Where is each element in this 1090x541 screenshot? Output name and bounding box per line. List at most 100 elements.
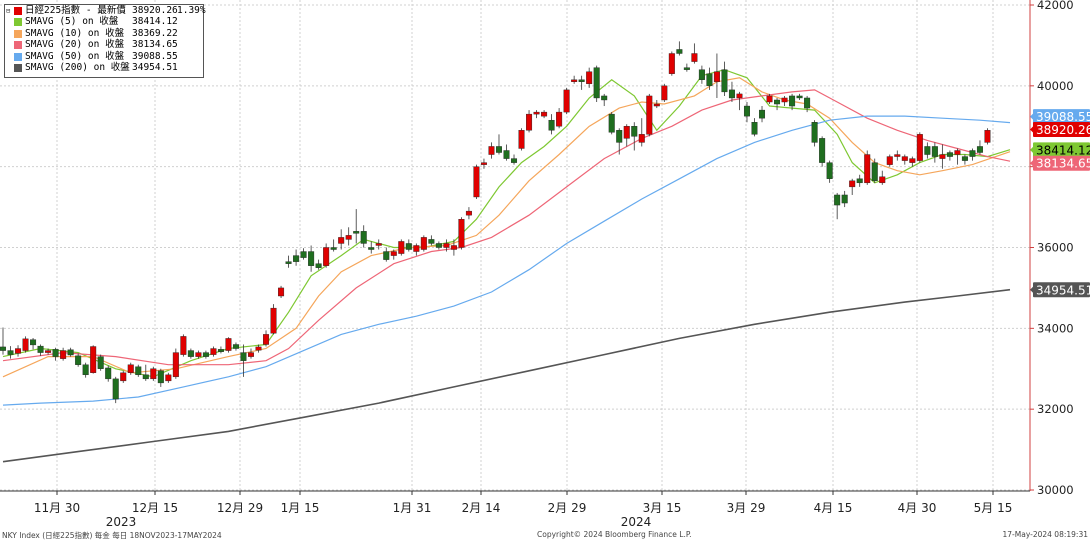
candle-body — [120, 372, 127, 382]
legend-collapse-icon[interactable]: ⊟ — [6, 7, 11, 15]
legend-entry-value: 38134.65 — [132, 39, 178, 51]
candle-body — [112, 378, 119, 400]
candle-body — [127, 364, 134, 373]
candle-body — [375, 243, 382, 246]
candle-body — [713, 71, 720, 82]
candle-body — [187, 350, 194, 357]
candle-body — [826, 162, 833, 179]
candle-body — [721, 69, 728, 93]
candle-body — [435, 243, 442, 248]
candle-body — [293, 255, 300, 262]
candle-body — [323, 247, 330, 266]
candle-body — [819, 138, 826, 163]
candle-body — [278, 287, 285, 297]
candle-body — [90, 346, 97, 373]
candle-body — [541, 111, 548, 117]
x-tick-label: 5月 15 — [974, 501, 1013, 515]
candle-body — [698, 69, 705, 80]
candle-body — [804, 97, 811, 109]
candle-body — [526, 113, 533, 131]
legend-entry-name: SMAVG (20) on 收盤 — [25, 39, 125, 51]
candle-body — [939, 154, 946, 159]
candle-body — [7, 350, 14, 355]
candle-body — [834, 194, 841, 206]
candle-body — [368, 247, 375, 250]
candle-body — [759, 109, 766, 119]
candle-body — [976, 146, 983, 153]
legend-entry-value: 34954.51 — [132, 61, 178, 73]
x-tick-label: 1月 15 — [281, 501, 320, 515]
legend-swatch — [14, 41, 22, 50]
last-value-label: 34954.51 — [1036, 283, 1090, 297]
legend-entry: 日經225指數 - 最新價 38920.26 1.39% — [5, 5, 206, 16]
legend-entry: SMAVG (200) on 收盤 34954.51 — [5, 62, 203, 73]
axes — [0, 0, 1034, 495]
last-value-label-box — [1033, 142, 1090, 158]
candle-body — [631, 126, 638, 137]
year-label: 2023 — [106, 515, 137, 529]
candle-body — [52, 349, 59, 357]
candle-body — [811, 122, 818, 143]
candle-body — [240, 352, 247, 361]
candle-body — [308, 251, 315, 266]
candle-body — [60, 350, 67, 359]
candle-body — [871, 162, 878, 182]
candle-body — [849, 180, 856, 188]
legend-entry: SMAVG (50) on 收盤 39088.55 — [5, 51, 203, 62]
last-value-label-box — [1033, 282, 1090, 298]
legend-entry-value: 38369.22 — [132, 27, 178, 39]
last-value-label-pointer — [1030, 145, 1034, 154]
candle-body — [338, 237, 345, 244]
candle-body — [413, 245, 420, 252]
candle-body — [961, 156, 968, 161]
candle-body — [465, 210, 472, 216]
candle-body — [691, 53, 698, 62]
series-line-ma20 — [2, 89, 1011, 366]
candle-body — [931, 146, 938, 157]
candle-body — [796, 95, 803, 99]
candle-body — [909, 158, 916, 163]
candle-body — [165, 374, 172, 382]
last-value-label: 39088.55 — [1036, 110, 1090, 124]
candle-body — [864, 154, 871, 184]
candle-body — [135, 366, 142, 376]
candle-body — [623, 126, 630, 139]
candle-body — [924, 146, 931, 155]
candle-body — [0, 346, 6, 351]
candle-body — [608, 113, 615, 133]
candle-body — [856, 178, 863, 184]
candle-body — [571, 79, 578, 82]
last-value-label-pointer — [1030, 159, 1034, 168]
candlesticks — [0, 41, 991, 404]
last-value-label-box — [1033, 121, 1090, 137]
legend-entry: SMAVG (10) on 收盤 38369.22 — [5, 28, 203, 39]
last-value-label-box — [1033, 155, 1090, 171]
candle-body — [97, 356, 104, 369]
candle-body — [616, 130, 623, 143]
candle-body — [766, 95, 773, 103]
candle-body — [488, 146, 495, 155]
candle-body — [751, 122, 758, 135]
legend-entry-name: SMAVG (50) on 收盤 — [25, 50, 125, 62]
candle-body — [894, 154, 901, 157]
legend-swatch — [14, 7, 22, 15]
x-tick-label: 4月 15 — [814, 501, 853, 515]
candle-body — [390, 251, 397, 256]
legend-entry-value: 38414.12 — [132, 16, 178, 28]
candle-body — [916, 134, 923, 161]
footer-timestamp: 17-May-2024 08:19:31 — [1002, 530, 1089, 539]
candle-body — [398, 241, 405, 254]
candle-body — [300, 251, 307, 258]
candle-body — [879, 176, 886, 184]
series-line-ma50 — [2, 115, 1011, 406]
candle-body — [473, 166, 480, 198]
candle-body — [150, 368, 157, 380]
x-tick-label: 12月 15 — [132, 501, 178, 515]
candle-body — [458, 219, 465, 248]
candle-body — [946, 152, 953, 157]
legend-entry-name: SMAVG (200) on 收盤 — [25, 61, 130, 73]
last-value-label: 38920.26 — [1036, 123, 1090, 137]
candle-body — [706, 73, 713, 87]
candle-body — [668, 53, 675, 74]
series-line-ma5 — [2, 69, 1011, 378]
